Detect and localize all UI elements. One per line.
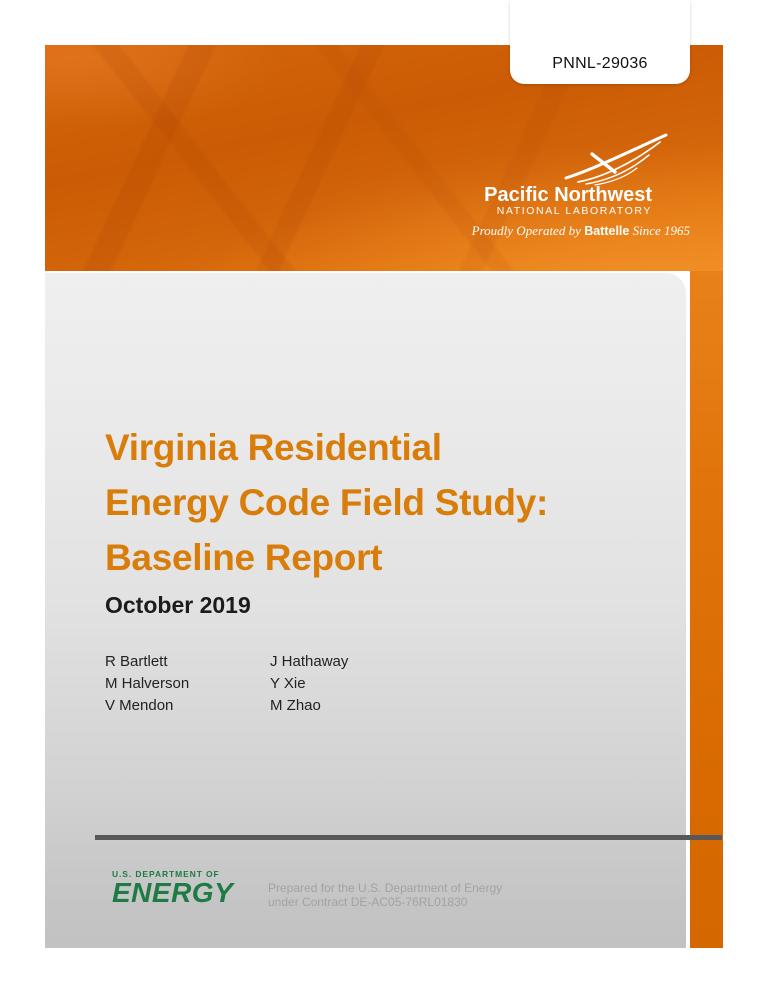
- report-number-tab: PNNL-29036: [510, 0, 690, 84]
- prepared-line-1: Prepared for the U.S. Department of Ener…: [268, 881, 503, 895]
- author-list: R Bartlett M Halverson V Mendon J Hathaw…: [105, 651, 435, 717]
- battelle-tagline: Proudly Operated by Battelle Since 1965: [330, 223, 690, 239]
- author: J Hathaway: [270, 653, 349, 670]
- author-column-2: J Hathaway Y Xie M Zhao: [270, 651, 435, 717]
- prepared-statement: Prepared for the U.S. Department of Ener…: [268, 881, 503, 909]
- author: R Bartlett: [105, 653, 168, 670]
- doe-logo-wordmark: ENERGY: [112, 877, 234, 908]
- doe-logo-small-text: U.S. DEPARTMENT OF: [112, 869, 220, 879]
- pnnl-logo-name: Pacific Northwest: [484, 184, 652, 206]
- tagline-prefix: Proudly Operated by: [471, 223, 585, 238]
- battelle-wordmark: Battelle: [584, 224, 630, 238]
- tagline-suffix: Since 1965: [629, 223, 690, 238]
- author: Y Xie: [270, 675, 306, 692]
- author: M Halverson: [105, 675, 190, 692]
- publication-date: October 2019: [105, 592, 251, 618]
- doe-logo: U.S. DEPARTMENT OF ENERGY: [112, 869, 233, 907]
- author: V Mendon: [105, 697, 174, 714]
- author-column-1: R Bartlett M Halverson V Mendon: [105, 651, 270, 717]
- report-number: PNNL-29036: [552, 55, 648, 72]
- prepared-line-2: under Contract DE-AC05-76RL01830: [268, 894, 468, 909]
- author: M Zhao: [270, 697, 321, 714]
- pnnl-logo-subname: NATIONAL LABORATORY: [496, 205, 652, 217]
- divider-rule: [95, 835, 722, 840]
- cover-side-strip: [690, 271, 723, 948]
- pnnl-swoosh-icon: [564, 133, 668, 186]
- report-title: Virginia Residential Energy Code Field S…: [105, 427, 549, 578]
